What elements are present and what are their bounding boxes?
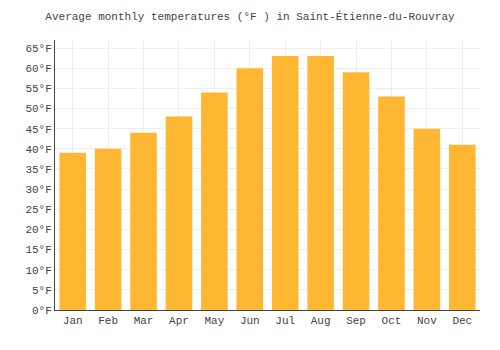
svg-text:Sep: Sep bbox=[346, 315, 366, 327]
svg-text:Mar: Mar bbox=[134, 315, 154, 327]
svg-text:65°F: 65°F bbox=[25, 43, 51, 55]
svg-text:5°F: 5°F bbox=[32, 285, 52, 297]
svg-text:15°F: 15°F bbox=[25, 244, 51, 256]
svg-text:55°F: 55°F bbox=[25, 83, 51, 95]
svg-text:Nov: Nov bbox=[417, 315, 437, 327]
svg-text:25°F: 25°F bbox=[25, 204, 51, 216]
svg-text:40°F: 40°F bbox=[25, 144, 51, 156]
svg-text:50°F: 50°F bbox=[25, 103, 51, 115]
svg-text:0°F: 0°F bbox=[32, 305, 52, 317]
svg-text:May: May bbox=[204, 315, 224, 327]
svg-text:60°F: 60°F bbox=[25, 63, 51, 75]
svg-text:30°F: 30°F bbox=[25, 184, 51, 196]
svg-text:45°F: 45°F bbox=[25, 124, 51, 136]
svg-text:10°F: 10°F bbox=[25, 265, 51, 277]
svg-text:Average monthly temperatures (: Average monthly temperatures (°F ) in Sa… bbox=[45, 10, 455, 23]
svg-text:Feb: Feb bbox=[98, 315, 118, 327]
svg-text:20°F: 20°F bbox=[25, 224, 51, 236]
svg-text:Jan: Jan bbox=[63, 315, 83, 327]
svg-text:Oct: Oct bbox=[382, 315, 402, 327]
svg-text:35°F: 35°F bbox=[25, 164, 51, 176]
svg-text:Jul: Jul bbox=[275, 315, 295, 327]
svg-text:Aug: Aug bbox=[311, 315, 331, 327]
svg-text:Dec: Dec bbox=[452, 315, 472, 327]
svg-text:Apr: Apr bbox=[169, 315, 189, 327]
svg-text:Jun: Jun bbox=[240, 315, 260, 327]
